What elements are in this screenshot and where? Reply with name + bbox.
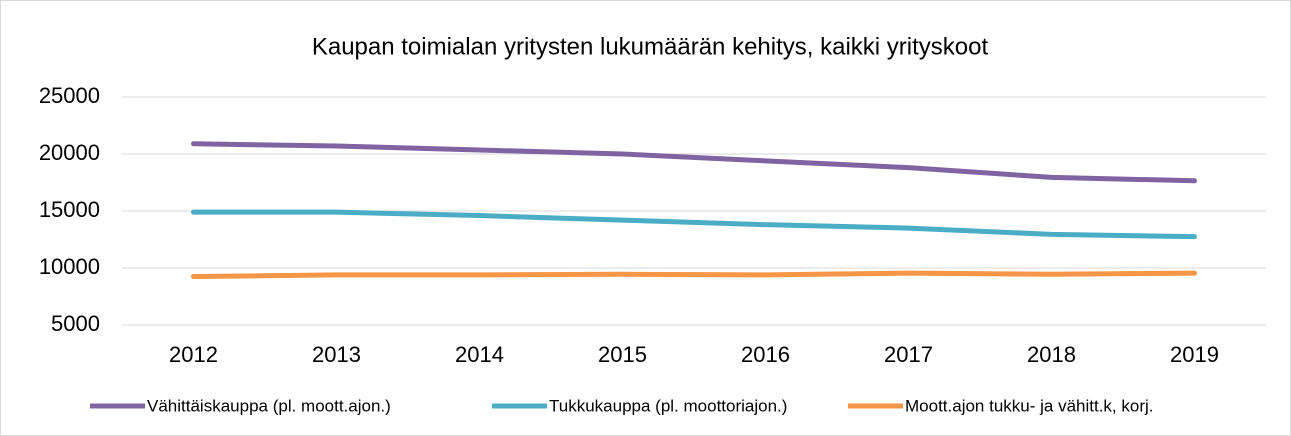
x-tick-label: 2016 xyxy=(741,342,790,367)
series-line xyxy=(191,141,1197,184)
y-tick-label: 20000 xyxy=(39,140,100,165)
legend-label: Moott.ajon tukku- ja vähitt.k, korj. xyxy=(905,396,1154,415)
y-tick-label: 10000 xyxy=(39,254,100,279)
x-tick-label: 2015 xyxy=(598,342,647,367)
legend-label: Vähittäiskauppa (pl. moott.ajon.) xyxy=(147,396,391,415)
x-tick-label: 2014 xyxy=(455,342,504,367)
chart-title: Kaupan toimialan yritysten lukumäärän ke… xyxy=(312,33,989,60)
x-tick-label: 2019 xyxy=(1170,342,1219,367)
x-tick-label: 2013 xyxy=(312,342,361,367)
x-tick-label: 2017 xyxy=(884,342,933,367)
x-tick-label: 2018 xyxy=(1027,342,1076,367)
y-tick-label: 5000 xyxy=(51,311,100,336)
x-tick-label: 2012 xyxy=(169,342,218,367)
series-line xyxy=(191,209,1197,240)
y-tick-label: 25000 xyxy=(39,83,100,108)
legend-label: Tukkukauppa (pl. moottoriajon.) xyxy=(549,396,787,415)
y-tick-label: 15000 xyxy=(39,197,100,222)
series-line xyxy=(191,270,1197,280)
